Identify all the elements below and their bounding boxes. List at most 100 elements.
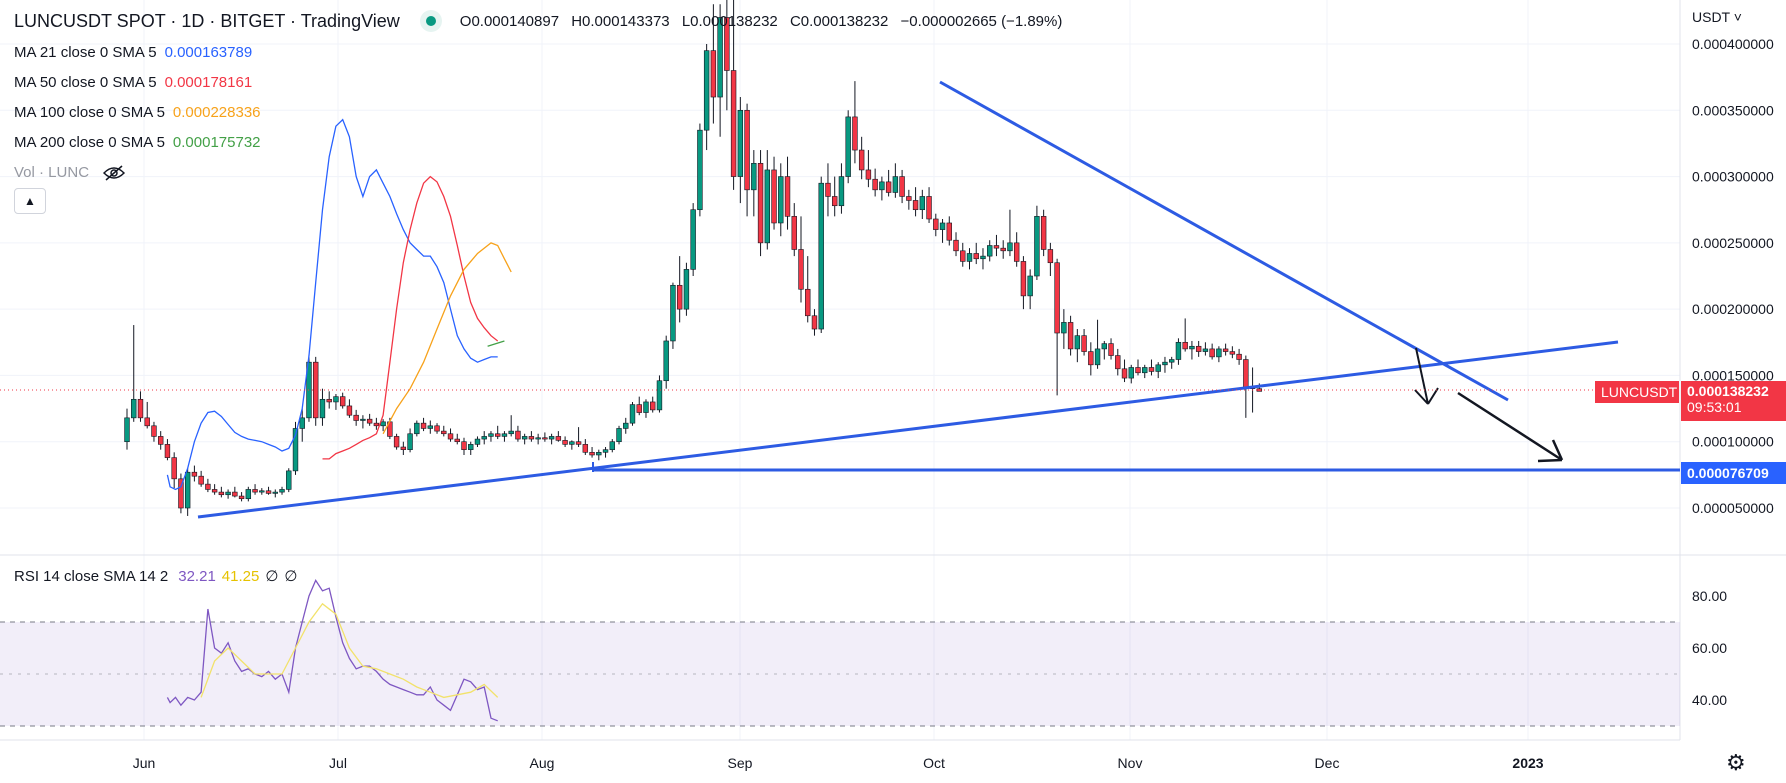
candle-body [1175,341,1182,360]
indicator-ma21[interactable]: MA 21 close 0 SMA 5 0.000163789 [14,44,252,61]
settings-gear-icon[interactable]: ⚙ [1726,750,1746,775]
candle-body [798,249,804,290]
candle-body [279,489,285,493]
y-tick-label: 0.000350000 [1692,102,1774,118]
candle-body [447,433,454,440]
indicator-volume[interactable]: Vol · LUNC [14,164,126,181]
currency-selector[interactable]: USDT ˅ [1692,9,1742,25]
candle-body [407,433,413,450]
candle-body [1142,367,1148,374]
candle-body [744,109,750,191]
candle-body [508,430,514,435]
candle-body [852,116,858,151]
x-tick-label: Jul [329,755,347,771]
bar-countdown: 09:53:01 [1687,399,1742,415]
candle-body [232,491,238,497]
candle-body [1155,364,1161,372]
candle-body [596,452,602,456]
candle-body [333,396,339,403]
horizontal-level-tag[interactable]: 0.000076709 [1681,462,1786,484]
candle-body [791,216,797,250]
x-tick-label: Dec [1315,755,1340,771]
indicator-ma50[interactable]: MA 50 close 0 SMA 5 0.000178161 [14,74,252,91]
candle-body [811,315,818,330]
candle-body [616,428,622,443]
ma100-line [382,242,512,435]
x-tick-label: Oct [923,755,945,771]
candle-body [717,17,723,98]
candle-body [218,491,225,496]
candle-body [1040,216,1047,250]
candle-body [589,452,595,456]
x-tick-label: 2023 [1512,755,1543,771]
candle-body [400,446,407,450]
resistance-trendline [939,80,1509,402]
indicator-label: MA 200 close 0 SMA 5 [14,134,165,151]
candle-body [818,182,824,330]
candle-body [468,444,474,450]
candle-body [1162,361,1168,366]
collapse-legend-button[interactable]: ▲ [14,188,46,214]
y-tick-label: 0.000200000 [1692,301,1774,317]
rsi-legend[interactable]: RSI 14 close SMA 14 2 32.21 41.25 ∅ ∅ [14,567,298,585]
candle-body [724,17,730,71]
candle-body [380,421,386,427]
ohlc-close: C0.000138232 [789,12,889,30]
candle-body [1108,343,1114,356]
candle-body [650,401,656,411]
candle-body [286,470,292,490]
indicator-ma200[interactable]: MA 200 close 0 SMA 5 0.000175732 [14,134,261,151]
candle-body [488,433,494,437]
candle-body [1074,335,1081,350]
candle-body [535,437,541,440]
candle-body [946,222,952,241]
candle-body [461,441,467,450]
indicator-label: MA 21 close 0 SMA 5 [14,44,157,61]
candle-body [481,436,487,440]
candle-body [548,436,555,440]
candle-body [252,489,258,493]
candle-body [1222,348,1229,352]
candle-body [501,433,508,437]
candle-body [623,422,629,429]
candle-body [265,490,272,494]
rsi-tick-label: 60.00 [1692,640,1727,656]
candle-body [899,176,905,197]
eye-hidden-icon[interactable] [103,164,126,181]
candle-body [313,361,319,419]
candle-body [1000,247,1006,252]
candle-body [757,163,764,244]
candle-body [1121,368,1128,379]
candle-body [225,491,231,496]
candle-body [366,418,373,424]
ohlc-low: L0.000138232 [681,12,778,30]
candle-body [1067,322,1074,350]
candle-body [973,253,979,260]
y-tick-label: 0.000150000 [1692,367,1774,383]
indicator-ma100[interactable]: MA 100 close 0 SMA 5 0.000228336 [14,104,261,121]
symbol-title[interactable]: LUNCUSDT SPOT · 1D · BITGET · TradingVie… [14,10,400,31]
candle-body [858,149,865,171]
indicator-value: 0.000175732 [172,134,261,151]
candle-body [953,239,959,252]
candle-body [966,253,973,262]
x-tick-label: Jun [133,755,156,771]
candle-body [434,425,440,432]
candle-body [137,398,144,419]
candle-body [656,380,663,411]
symbol-price-label: LUNCUSDT [1595,381,1679,403]
candle-body [771,169,777,224]
y-tick-label: 0.000300000 [1692,169,1774,185]
indicator-value: 0.000163789 [164,44,253,61]
candle-body [131,398,137,419]
candle-body [906,196,912,201]
candle-body [441,430,447,435]
candle-body [1054,262,1060,334]
ma200-line [487,340,505,347]
candle-body [292,428,299,472]
candle-body [885,181,892,193]
candle-body [960,250,966,262]
ma21-line [166,118,498,491]
candle-body [494,433,501,437]
